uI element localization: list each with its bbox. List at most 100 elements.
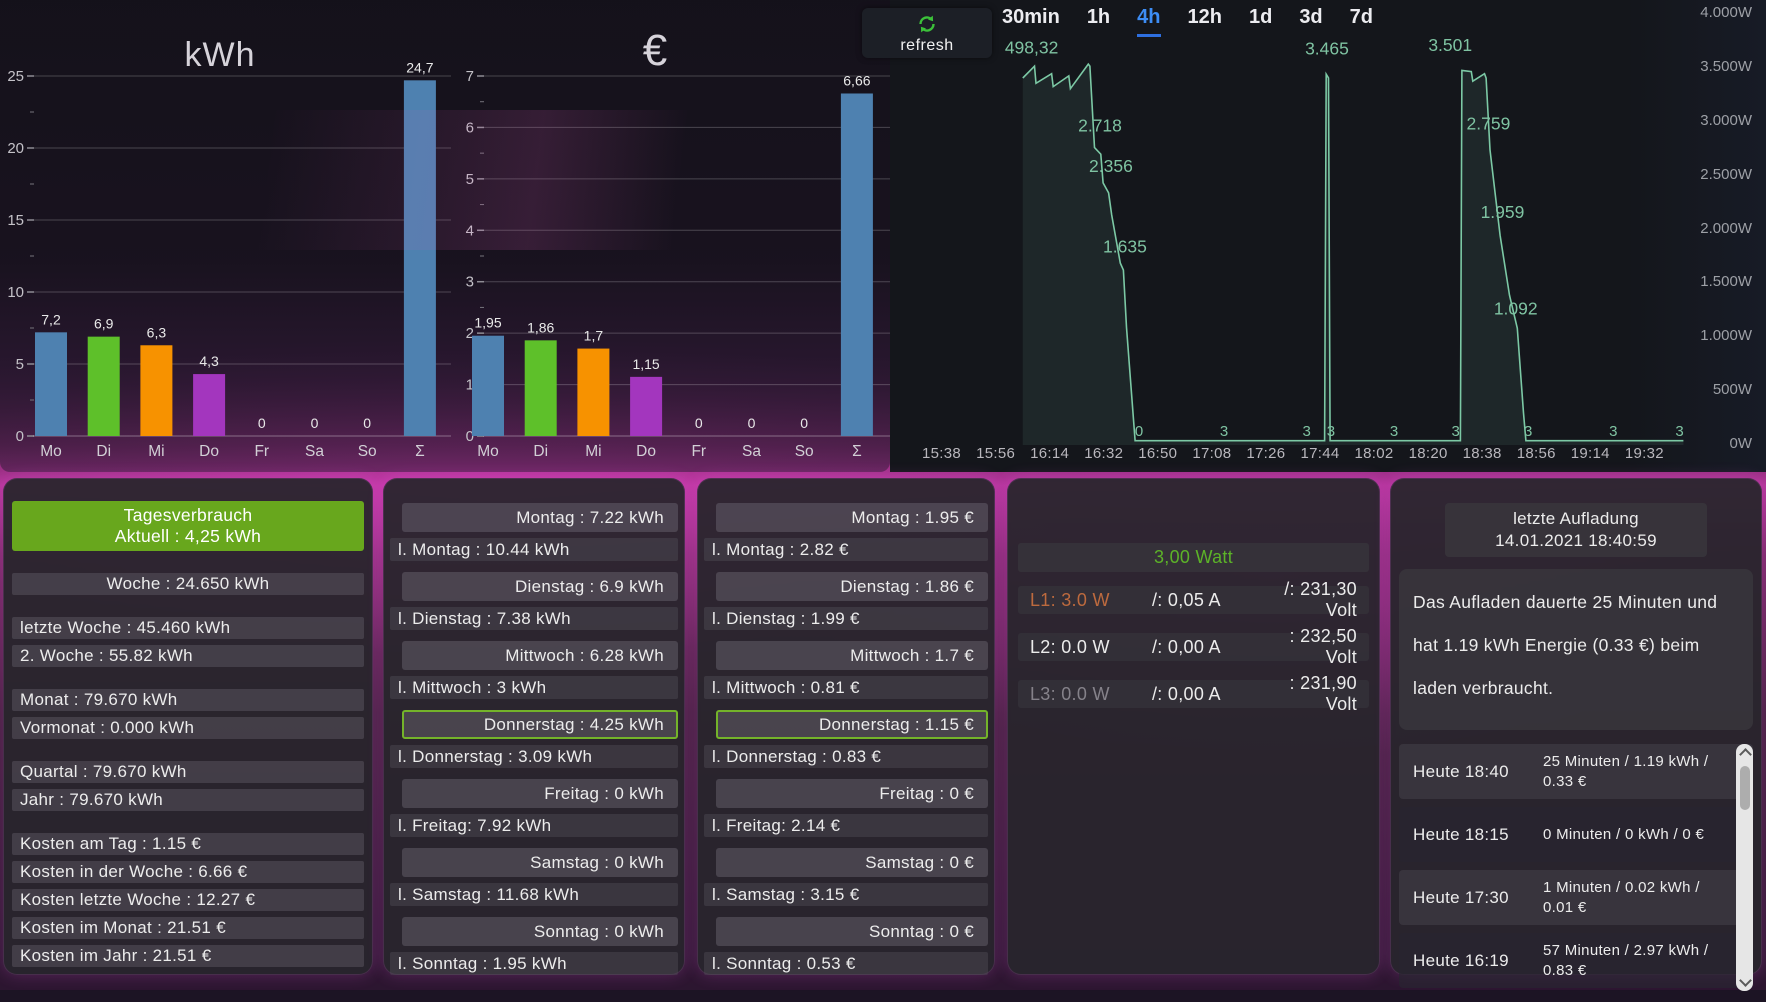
- y-tick: 2.000W: [1700, 219, 1752, 237]
- day-value-row: Sonntag : 0 €: [716, 917, 988, 946]
- range-button-30min[interactable]: 30min: [1002, 6, 1060, 28]
- range-button-4h[interactable]: 4h: [1137, 6, 1161, 37]
- svg-text:1,95: 1,95: [474, 315, 501, 331]
- y-tick: 500W: [1712, 381, 1752, 399]
- range-button-3d[interactable]: 3d: [1299, 6, 1323, 28]
- svg-text:0: 0: [16, 428, 24, 445]
- consumption-summary-panel: Tagesverbrauch Aktuell : 4,25 kWh Woche …: [3, 478, 373, 975]
- day-value-row: Dienstag : 6.9 kWh: [402, 572, 678, 601]
- bar-euro-Do: [630, 376, 663, 436]
- svg-text:3: 3: [1452, 423, 1460, 440]
- y-tick: 1.000W: [1700, 327, 1752, 345]
- time-range-selector: 30min 1h 4h 12h 1d 3d 7d: [1002, 6, 1373, 37]
- svg-text:3: 3: [1390, 423, 1398, 440]
- summary-row: Jahr : 79.670 kWh: [12, 789, 364, 811]
- svg-text:5: 5: [466, 171, 474, 188]
- svg-text:10: 10: [7, 284, 24, 301]
- last-week-value-row: l. Sonntag : 0.53 €: [704, 952, 988, 975]
- summary-row: Kosten im Monat : 21.51 €: [12, 917, 364, 939]
- bar-kwh-Di: [87, 336, 120, 436]
- scroll-down-icon[interactable]: [1738, 974, 1752, 987]
- daily-consumption-title: Tagesverbrauch: [123, 505, 253, 525]
- svg-text:0: 0: [1135, 423, 1143, 440]
- weekday-kwh-panel: Montag : 7.22 kWh l. Montag : 10.44 kWh Di…: [383, 478, 685, 975]
- svg-text:0: 0: [695, 415, 703, 431]
- charge-history-row[interactable]: Heute 17:30 1 Minuten / 0.02 kWh / 0.01 €: [1399, 870, 1753, 925]
- charge-history-row[interactable]: Heute 16:19 57 Minuten / 2.97 kWh / 0.83 …: [1399, 933, 1753, 988]
- svg-text:5: 5: [16, 356, 24, 373]
- svg-text:Di: Di: [533, 443, 548, 460]
- phase-amps: /: 0,00 A: [1152, 636, 1221, 657]
- live-power-panel: 3,00 Watt L1: 3.0 W /: 0,05 A /: 231,30 Vo…: [1007, 478, 1380, 975]
- last-charge-timestamp: 14.01.2021 18:40:59: [1495, 531, 1657, 550]
- refresh-button[interactable]: refresh: [862, 8, 992, 58]
- summary-row: Monat : 79.670 kWh: [12, 689, 364, 711]
- charge-history-row[interactable]: Heute 18:15 0 Minuten / 0 kWh / 0 €: [1399, 807, 1753, 862]
- day-value-row: Mittwoch : 1.7 €: [716, 641, 988, 670]
- last-week-value-row: l. Samstag : 3.15 €: [704, 883, 988, 906]
- summary-row: Woche : 24.650 kWh: [12, 573, 364, 595]
- svg-text:15: 15: [7, 212, 24, 229]
- range-button-1h[interactable]: 1h: [1086, 6, 1111, 28]
- power-line-chart: 498,32 2.718 2.356 1.635 3.465 3.501 2.759 1.95…: [1005, 35, 1684, 445]
- svg-text:7: 7: [466, 68, 474, 85]
- x-tick: 17:44: [1300, 445, 1340, 462]
- phase-rows: L1: 3.0 W /: 0,05 A /: 231,30 Volt L2: 0.0 …: [1018, 579, 1369, 714]
- last-week-value-row: l. Mittwoch : 0.81 €: [704, 676, 988, 699]
- svg-text:2.759: 2.759: [1467, 113, 1511, 133]
- phase-row-L2: L2: 0.0 W /: 0,00 A: 232,50 Volt: [1018, 626, 1369, 667]
- x-tick: 15:38: [922, 445, 962, 462]
- svg-text:0: 0: [748, 415, 756, 431]
- y-tick: 1.500W: [1700, 273, 1752, 291]
- svg-text:Mi: Mi: [148, 443, 164, 460]
- daily-consumption-header: Tagesverbrauch Aktuell : 4,25 kWh: [12, 501, 364, 551]
- svg-text:6: 6: [466, 119, 474, 136]
- charge-detail: 25 Minuten / 1.19 kWh / 0.33 €: [1543, 752, 1709, 790]
- kwh-chart-title: kWh: [184, 36, 256, 74]
- svg-text:1.092: 1.092: [1494, 298, 1538, 318]
- svg-text:Sa: Sa: [305, 443, 324, 460]
- charge-time: Heute 18:15: [1413, 824, 1509, 844]
- bar-kwh-Σ: [403, 80, 436, 436]
- svg-text:2.718: 2.718: [1078, 115, 1122, 135]
- last-week-value-row: l. Montag : 10.44 kWh: [390, 538, 678, 561]
- last-week-value-row: l. Dienstag : 7.38 kWh: [390, 607, 678, 630]
- y-tick: 3.500W: [1700, 57, 1752, 75]
- svg-text:Mo: Mo: [477, 443, 499, 460]
- range-button-12h[interactable]: 12h: [1187, 6, 1222, 28]
- scrollbar-thumb[interactable]: [1739, 766, 1750, 810]
- x-tick: 18:56: [1516, 445, 1556, 462]
- scroll-up-icon[interactable]: [1738, 748, 1752, 761]
- range-button-1d[interactable]: 1d: [1248, 6, 1273, 28]
- svg-text:Fr: Fr: [254, 443, 269, 460]
- total-watt-value: 3,00 Watt: [1018, 543, 1369, 572]
- summary-row: Kosten in der Woche : 6.66 €: [12, 861, 364, 883]
- last-week-value-row: l. Freitag: 7.92 kWh: [390, 814, 678, 837]
- y-tick: 3.000W: [1700, 111, 1752, 129]
- charge-detail: 1 Minuten / 0.02 kWh / 0.01 €: [1543, 878, 1700, 916]
- svg-text:Sa: Sa: [742, 443, 761, 460]
- bar-euro-Di: [524, 340, 557, 436]
- power-chart-y-axis: 4.000W 3.500W 3.000W 2.500W 2.000W 1.500W 1.00…: [1700, 4, 1752, 452]
- euro-bar-chart: 0 1 2 3 4 5 6 7 1,95 Mo 1,86 Di 1,7 Mi 1,15 Do 0 Fr 0 Sa 0 So…: [466, 68, 901, 460]
- last-week-value-row: l. Montag : 2.82 €: [704, 538, 988, 561]
- weekday-cost-panel: Montag : 1.95 € l. Montag : 2.82 € Diensta…: [697, 478, 995, 975]
- svg-text:3: 3: [1327, 423, 1335, 440]
- summary-row: Kosten am Tag : 1.15 €: [12, 833, 364, 855]
- svg-text:4: 4: [466, 222, 474, 239]
- svg-text:0: 0: [466, 428, 474, 445]
- svg-text:3.465: 3.465: [1305, 38, 1349, 58]
- day-value-row: Mittwoch : 6.28 kWh: [402, 641, 678, 670]
- x-tick: 16:14: [1030, 445, 1070, 462]
- scrollbar[interactable]: [1736, 744, 1753, 991]
- svg-text:3: 3: [1609, 423, 1617, 440]
- x-tick: 18:38: [1462, 445, 1502, 462]
- phase-volts: : 231,90 Volt: [1289, 673, 1357, 714]
- range-button-7d[interactable]: 7d: [1349, 6, 1373, 28]
- svg-text:6,66: 6,66: [843, 72, 870, 88]
- day-value-row: Samstag : 0 kWh: [402, 848, 678, 877]
- svg-text:3: 3: [1675, 423, 1683, 440]
- charge-history-row[interactable]: Heute 18:40 25 Minuten / 1.19 kWh / 0.33 …: [1399, 744, 1753, 799]
- svg-text:6,3: 6,3: [147, 324, 167, 340]
